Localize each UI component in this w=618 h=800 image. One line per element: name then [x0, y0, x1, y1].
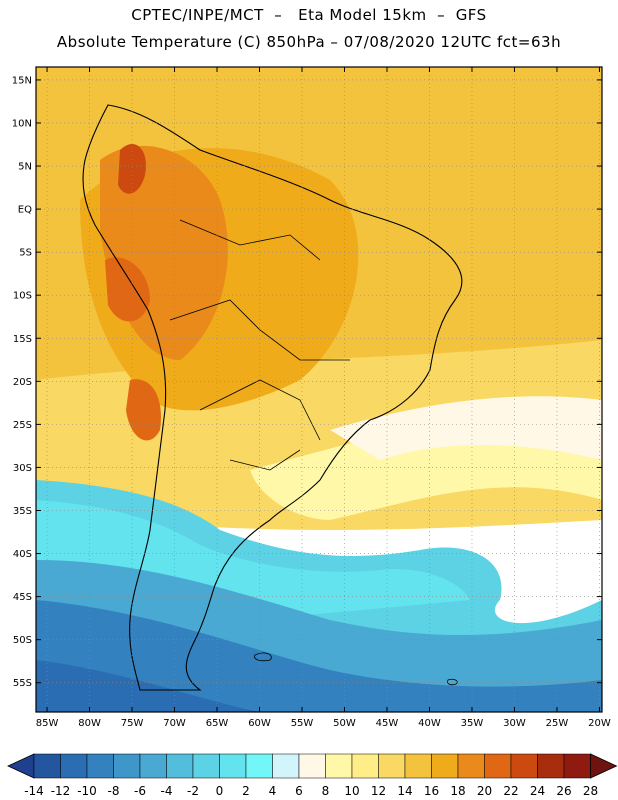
colorbar-swatch [33, 753, 61, 779]
colorbar-swatch [404, 753, 432, 779]
lon-label: 25W [546, 718, 569, 729]
temperature-colorbar: -14 -12 -10 -8 -6 -4 -2 0 2 4 6 8 10 12 14 16 18 20 22 24 26… [7, 753, 618, 798]
island-outline [447, 678, 458, 686]
map-title: CPTEC/INPE/MCT – Eta Model 15km – GFS [131, 6, 487, 24]
latitude-axis: 15N 10N 5N EQ 5S 10S 15S 20S 25S 30S 35S 40S 45S 50S 5… [12, 75, 602, 689]
colorbar-label: 16 [424, 784, 439, 798]
colorbar-label: 20 [477, 784, 492, 798]
colorbar-swatch [378, 753, 406, 779]
lat-label: 20S [13, 377, 32, 388]
lon-label: 50W [333, 718, 356, 729]
lon-label: 80W [78, 718, 101, 729]
temperature-field [36, 67, 602, 712]
colorbar-high-arrow [590, 753, 618, 779]
lon-label: 85W [36, 718, 59, 729]
colorbar-swatch [325, 753, 353, 779]
colorbar-label: 28 [583, 784, 598, 798]
continent-outline [82, 104, 463, 691]
colorbar-swatch [537, 753, 565, 779]
colorbar-label: 22 [503, 784, 518, 798]
colorbar-swatch [192, 753, 220, 779]
colorbar-label: -14 [24, 784, 44, 798]
colorbar-label: 10 [344, 784, 359, 798]
colorbar-swatch [457, 753, 485, 779]
colorbar-label: -8 [108, 784, 120, 798]
lat-label: 45S [13, 592, 32, 603]
field-colder-core [36, 600, 602, 712]
colorbar-label: 8 [322, 784, 330, 798]
lat-label: 10S [13, 291, 32, 302]
lon-label: 60W [248, 718, 271, 729]
colorbar-swatch [298, 753, 326, 779]
map-frame [35, 66, 603, 713]
colorbar-swatch [219, 753, 247, 779]
lon-label: 55W [291, 718, 314, 729]
lon-label: 65W [206, 718, 229, 729]
lat-label: 30S [13, 463, 32, 474]
colorbar-label: 0 [216, 784, 224, 798]
colorbar-swatch [139, 753, 167, 779]
lat-label: 15N [12, 75, 32, 86]
lon-label: 20W [588, 718, 611, 729]
lon-label: 40W [418, 718, 441, 729]
field-hot-spot-south [126, 379, 161, 441]
colorbar-label: 4 [269, 784, 277, 798]
colorbar-swatch [484, 753, 512, 779]
longitude-axis: 85W 80W 75W 70W 65W 60W 55W 50W 45W 40W 35W 30W 25W 2… [36, 67, 611, 729]
colorbar-swatch [166, 753, 194, 779]
lon-label: 75W [121, 718, 144, 729]
lat-label: 25S [13, 420, 32, 431]
field-coldest-core [36, 660, 260, 712]
colorbar-swatch [113, 753, 141, 779]
colorbar-label: 18 [450, 784, 465, 798]
lat-label: 35S [13, 506, 32, 517]
colorbar-label: 12 [371, 784, 386, 798]
colorbar-swatch [272, 753, 300, 779]
colorbar-swatch [510, 753, 538, 779]
field-hot-spot-andes [105, 257, 150, 322]
lat-label: 5N [18, 162, 32, 173]
colorbar-swatch [431, 753, 459, 779]
colorbar-label: 26 [556, 784, 571, 798]
colorbar-swatch [351, 753, 379, 779]
colorbar-label: -10 [77, 784, 97, 798]
colorbar-label: -4 [161, 784, 173, 798]
lat-label: 40S [13, 549, 32, 560]
colorbar-label: -12 [51, 784, 71, 798]
border-line [179, 219, 321, 261]
lat-label: EQ [18, 205, 32, 216]
colorbar-low-arrow [7, 753, 35, 779]
colorbar-label: 14 [397, 784, 412, 798]
island-outline [254, 652, 272, 662]
colorbar-swatch [563, 753, 591, 779]
colorbar-label: 6 [295, 784, 303, 798]
lon-label: 70W [163, 718, 186, 729]
lon-label: 45W [376, 718, 399, 729]
lat-label: 50S [13, 635, 32, 646]
border-line [169, 299, 350, 361]
colorbar-swatch [245, 753, 273, 779]
colorbar-label: 24 [530, 784, 545, 798]
colorbar-swatch [86, 753, 114, 779]
lon-label: 35W [461, 718, 484, 729]
lat-label: 55S [13, 678, 32, 689]
field-hot-spot-north [118, 144, 146, 194]
colorbar-label: -6 [134, 784, 146, 798]
lat-label: 10N [12, 118, 32, 129]
map-subtitle: Absolute Temperature (C) 850hPa – 07/08/… [56, 33, 562, 51]
colorbar-label: 2 [242, 784, 250, 798]
colorbar-label: -2 [187, 784, 199, 798]
lon-label: 30W [503, 718, 526, 729]
lat-label: 5S [19, 248, 32, 259]
colorbar-swatch [60, 753, 88, 779]
border-line [199, 379, 321, 441]
lat-label: 15S [13, 334, 32, 345]
border-line [229, 449, 301, 471]
field-cream-band [330, 396, 602, 460]
